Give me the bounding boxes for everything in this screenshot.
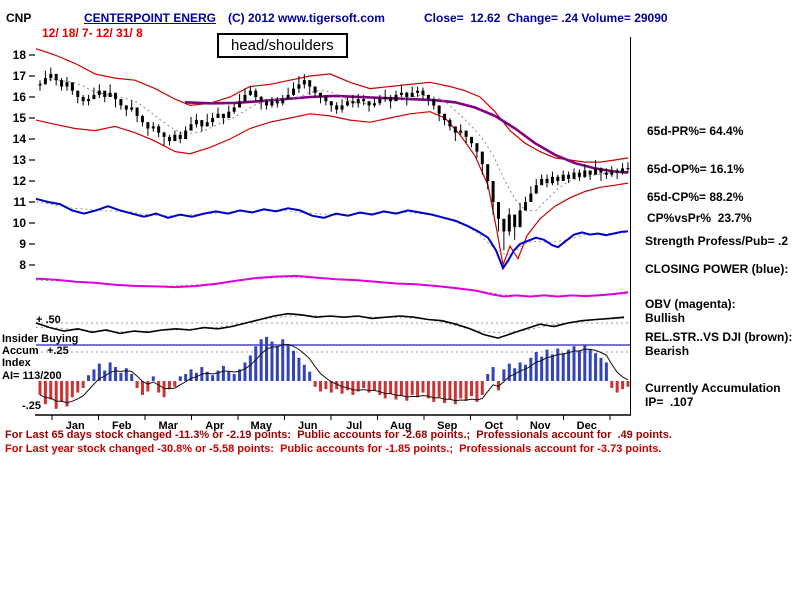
price-tick-label: 16	[13, 90, 27, 104]
month-label: Oct	[485, 420, 504, 432]
ai-value-label: AI= 113/200	[2, 370, 62, 382]
accumulation-status: Currently Accumulation	[645, 381, 781, 395]
copyright-text: (C) 2012 www.tigersoft.com	[228, 11, 385, 25]
month-label: Mar	[158, 420, 178, 432]
pattern-annotation-label: head/shoulders	[231, 37, 334, 54]
stat-cp-vs-pr: CP%vsPr% 23.7%	[647, 211, 752, 225]
date-range: 12/ 18/ 7- 12/ 31/ 8	[42, 26, 143, 40]
ip-value: IP= .107	[645, 395, 694, 409]
month-label: Jan	[66, 420, 85, 432]
price-tick-label: 11	[13, 195, 26, 209]
month-label: Aug	[390, 420, 411, 432]
price-tick-label: 14	[13, 132, 27, 146]
summary-65d: For Last 65 days stock changed -11.3% or…	[5, 429, 672, 441]
month-label: Dec	[577, 420, 597, 432]
month-label: May	[251, 420, 273, 432]
relstr-legend: REL.STR..VS DJI (brown):	[645, 330, 793, 344]
price-tick-label: 12	[13, 174, 27, 188]
stat-65d-op: 65d-OP%= 16.1%	[647, 162, 745, 176]
ticker-symbol: CNP	[6, 11, 32, 25]
level-minus25-label: -.25	[22, 400, 41, 412]
quote-summary: Close= 12.62 Change= .24 Volume= 29090	[424, 11, 668, 25]
month-label: Jun	[298, 420, 318, 432]
price-tick-label: 18	[13, 48, 27, 62]
price-tick-label: 9	[19, 237, 26, 251]
price-tick-label: 8	[19, 258, 26, 272]
month-label: Jul	[346, 420, 362, 432]
month-label: Apr	[205, 420, 225, 432]
month-label: Nov	[530, 420, 552, 432]
obv-legend: OBV (magenta):	[645, 297, 736, 311]
stat-65d-cp: 65d-CP%= 88.2%	[647, 190, 744, 204]
price-tick-label: 15	[13, 111, 27, 125]
insider-buying-label: Insider Buying	[2, 333, 79, 345]
closing-power-legend: CLOSING POWER (blue):	[645, 262, 789, 276]
month-label: Feb	[112, 420, 132, 432]
month-label: Sep	[437, 420, 457, 432]
accum-label: Accum	[2, 345, 39, 357]
obv-state: Bullish	[645, 311, 686, 325]
price-tick-label: 10	[13, 216, 27, 230]
stat-65d-pr: 65d-PR%= 64.4%	[647, 124, 744, 138]
pattern-annotation-box: head/shoulders	[217, 33, 348, 58]
price-tick-label: 17	[13, 69, 27, 83]
summary-year: For Last year stock changed -30.8% or -5…	[5, 443, 662, 455]
index-label: Index	[2, 357, 31, 369]
price-tick-label: 13	[13, 153, 27, 167]
level-plus50-label: + .50	[36, 314, 61, 326]
relstr-state: Bearish	[645, 344, 690, 358]
level-plus25-label: +.25	[47, 345, 69, 357]
company-name: CENTERPOINT ENERG	[84, 11, 217, 25]
stat-strength: Strength Profess/Pub= .2	[645, 234, 789, 248]
